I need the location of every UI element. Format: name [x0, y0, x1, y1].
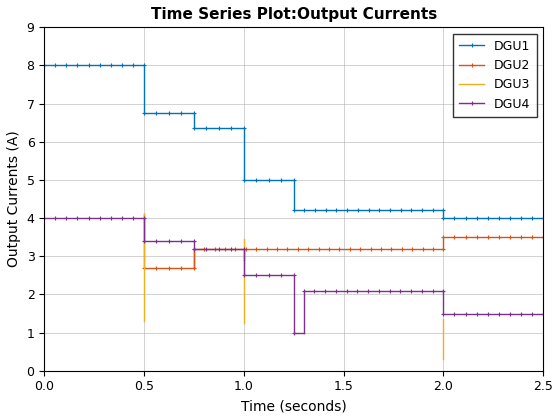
DGU2: [166, 265, 172, 270]
DGU1: [119, 63, 125, 68]
DGU2: [178, 265, 185, 270]
Y-axis label: Output Currents (A): Output Currents (A): [7, 131, 21, 268]
Line: DGU4: DGU4: [42, 216, 146, 220]
DGU3: [141, 319, 147, 324]
DGU4: [63, 215, 70, 220]
DGU1: [63, 63, 70, 68]
DGU4: [74, 215, 81, 220]
Line: DGU1: DGU1: [42, 63, 146, 68]
X-axis label: Time (seconds): Time (seconds): [241, 399, 347, 413]
DGU4: [108, 215, 114, 220]
DGU4: [52, 215, 59, 220]
DGU1: [52, 63, 59, 68]
DGU4: [129, 215, 136, 220]
DGU1: [41, 63, 48, 68]
DGU1: [129, 63, 136, 68]
DGU2: [153, 265, 160, 270]
DGU1: [96, 63, 103, 68]
Legend: DGU1, DGU2, DGU3, DGU4: DGU1, DGU2, DGU3, DGU4: [453, 34, 537, 117]
DGU1: [141, 63, 147, 68]
Title: Time Series Plot:Output Currents: Time Series Plot:Output Currents: [151, 7, 437, 22]
DGU2: [190, 265, 197, 270]
DGU4: [85, 215, 92, 220]
DGU1: [85, 63, 92, 68]
DGU1: [74, 63, 81, 68]
DGU4: [41, 215, 48, 220]
DGU4: [96, 215, 103, 220]
Line: DGU2: DGU2: [142, 265, 197, 270]
DGU2: [141, 265, 147, 270]
DGU4: [141, 215, 147, 220]
DGU1: [108, 63, 114, 68]
DGU4: [119, 215, 125, 220]
DGU3: [141, 212, 147, 217]
